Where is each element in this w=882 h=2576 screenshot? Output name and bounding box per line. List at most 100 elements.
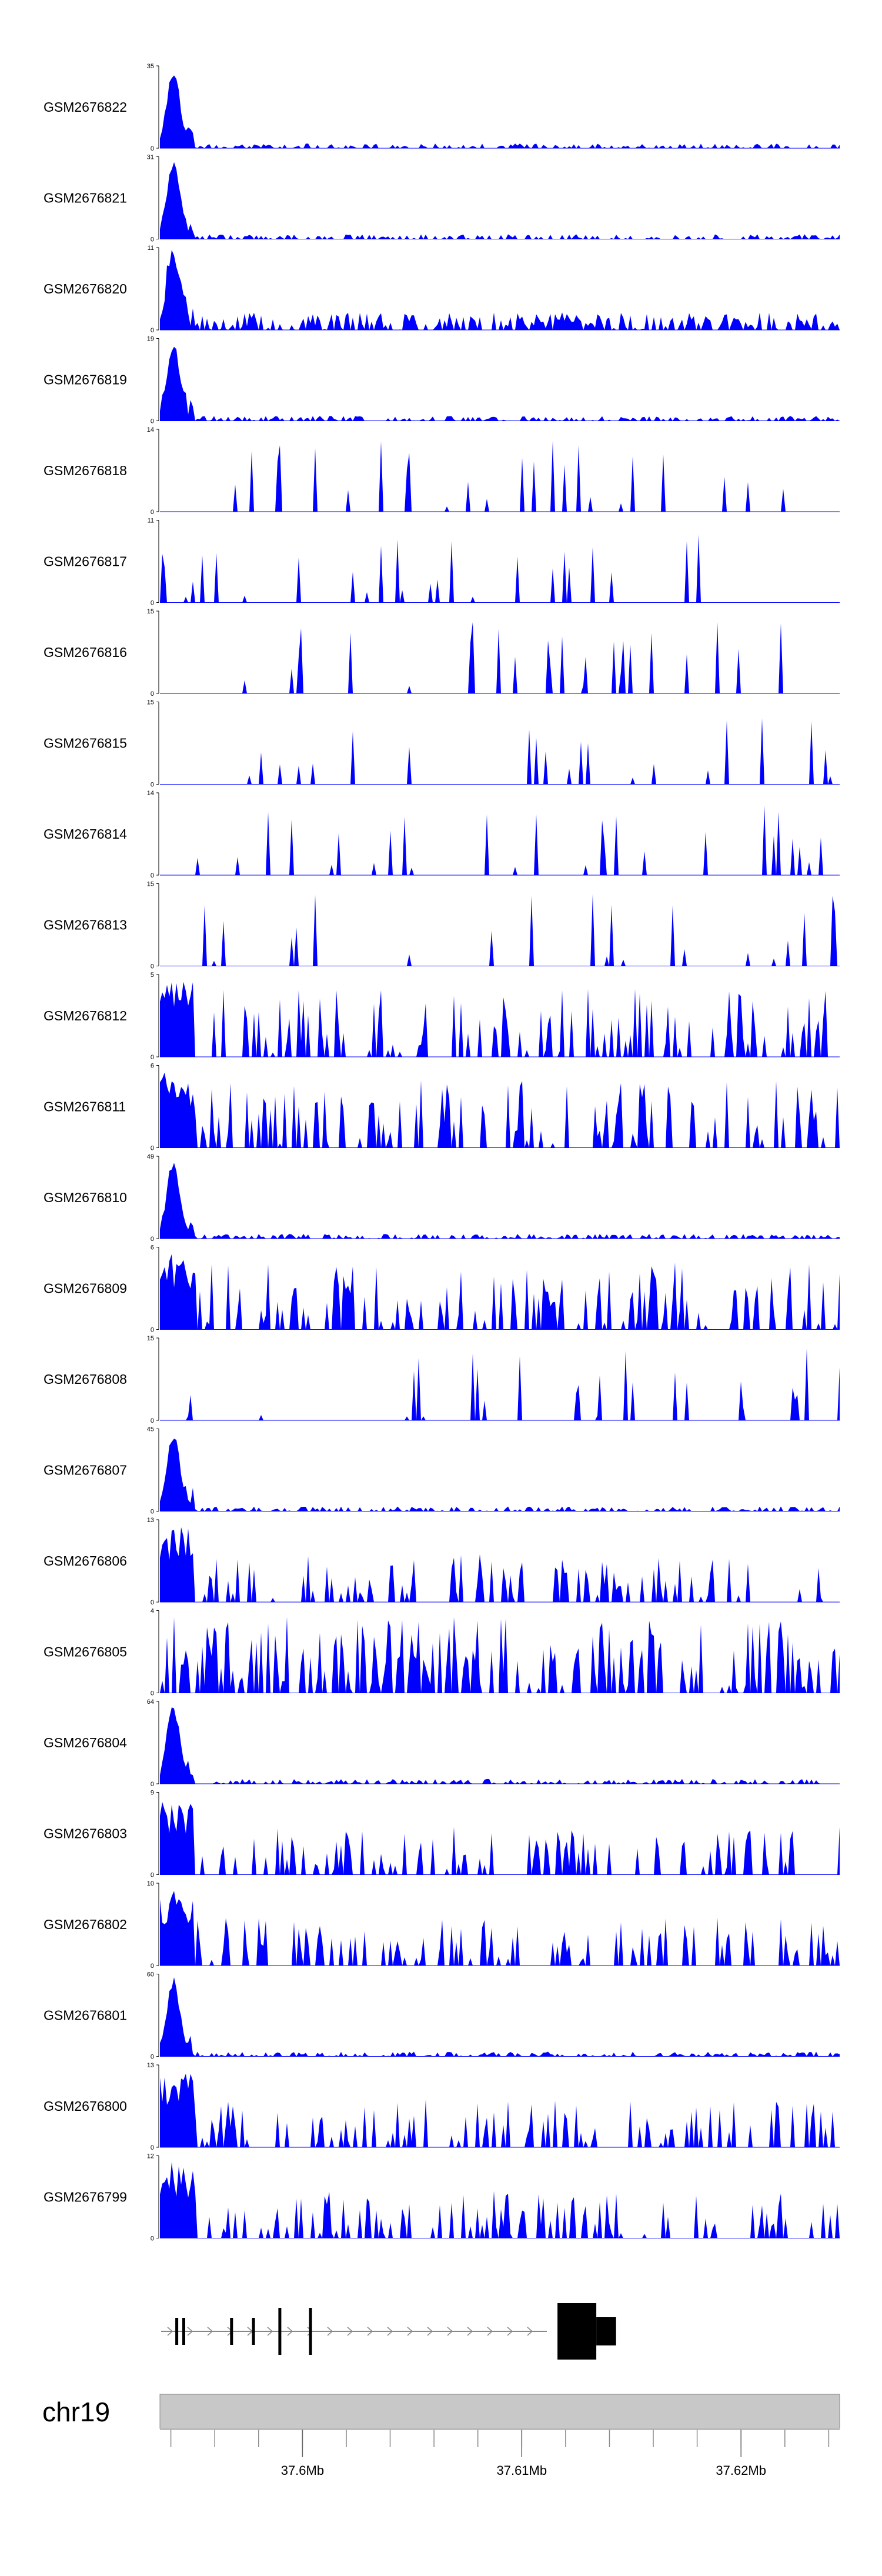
y-max-label: 15 — [147, 881, 154, 888]
strand-chevron — [347, 2327, 353, 2336]
track-GSM2676819: GSM2676819 19 0 — [44, 336, 840, 425]
y-max-label: 60 — [147, 1971, 154, 1978]
strand-chevron — [467, 2327, 473, 2336]
axis-position-label: 37.61Mb — [496, 2463, 547, 2478]
track-label: GSM2676821 — [44, 191, 127, 206]
chromosome-label: chr19 — [42, 2397, 110, 2427]
y-max-label: 15 — [147, 699, 154, 706]
y-max-label: 13 — [147, 2062, 154, 2069]
strand-chevron — [267, 2327, 273, 2336]
y-max-label: 11 — [148, 245, 154, 252]
y-max-label: 6 — [151, 1244, 154, 1252]
y-min-label: 0 — [151, 1872, 154, 1879]
y-min-label: 0 — [151, 145, 154, 152]
strand-chevron — [507, 2327, 513, 2336]
strand-chevron — [447, 2327, 453, 2336]
track-GSM2676817: GSM2676817 11 0 — [44, 518, 840, 607]
track-GSM2676801: GSM2676801 60 0 — [44, 1971, 840, 2061]
track-GSM2676821: GSM2676821 31 0 — [44, 154, 840, 243]
track-label: GSM2676805 — [44, 1644, 127, 1660]
y-min-label: 0 — [151, 1236, 154, 1243]
y-min-label: 0 — [151, 1599, 154, 1606]
y-min-label: 0 — [151, 872, 154, 879]
y-max-label: 31 — [147, 154, 154, 161]
exon-block — [230, 2318, 233, 2345]
track-GSM2676807: GSM2676807 45 0 — [44, 1426, 840, 1516]
y-min-label: 0 — [151, 782, 154, 789]
track-label: GSM2676807 — [44, 1463, 127, 1478]
y-max-label: 64 — [147, 1699, 154, 1706]
y-min-label: 0 — [151, 1054, 154, 1061]
strand-chevron — [327, 2327, 333, 2336]
y-min-label: 0 — [151, 1417, 154, 1424]
track-label: GSM2676810 — [44, 1190, 127, 1205]
coverage-area — [160, 622, 840, 693]
track-GSM2676816: GSM2676816 15 0 — [44, 608, 840, 698]
exon-block — [182, 2318, 185, 2345]
y-max-label: 4 — [151, 1608, 154, 1615]
strand-chevron — [187, 2327, 193, 2336]
y-max-label: 12 — [147, 2153, 154, 2160]
y-max-label: 14 — [147, 790, 154, 797]
chromosome-band — [159, 2394, 840, 2429]
track-label: GSM2676814 — [44, 826, 127, 842]
exon-block — [557, 2303, 597, 2360]
exon-block — [175, 2318, 179, 2345]
y-min-label: 0 — [151, 1690, 154, 1697]
track-label: GSM2676809 — [44, 1281, 127, 1296]
track-label: GSM2676819 — [44, 372, 127, 388]
y-max-label: 10 — [147, 1880, 154, 1887]
track-label: GSM2676812 — [44, 1008, 127, 1023]
track-GSM2676804: GSM2676804 64 0 — [44, 1699, 840, 1788]
track-GSM2676818: GSM2676818 14 0 — [44, 426, 840, 516]
y-max-label: 6 — [151, 1063, 154, 1070]
axis-position-label: 37.6Mb — [281, 2463, 324, 2478]
track-GSM2676813: GSM2676813 15 0 — [44, 881, 840, 970]
y-max-label: 14 — [147, 426, 154, 433]
track-label: GSM2676801 — [44, 2008, 127, 2023]
track-label: GSM2676813 — [44, 917, 127, 933]
track-GSM2676805: GSM2676805 4 0 — [44, 1608, 840, 1697]
y-min-label: 0 — [151, 963, 154, 970]
y-min-label: 0 — [151, 1145, 154, 1152]
track-label: GSM2676800 — [44, 2098, 127, 2114]
track-label: GSM2676817 — [44, 554, 127, 569]
exon-block — [252, 2318, 255, 2345]
strand-chevron — [367, 2327, 373, 2336]
y-min-label: 0 — [151, 2144, 154, 2151]
y-max-label: 13 — [147, 1517, 154, 1524]
strand-chevron — [427, 2327, 433, 2336]
track-GSM2676800: GSM2676800 13 0 — [44, 2062, 840, 2151]
y-min-label: 0 — [151, 2054, 154, 2061]
track-label: GSM2676803 — [44, 1826, 127, 1841]
track-label: GSM2676822 — [44, 99, 127, 115]
track-GSM2676802: GSM2676802 10 0 — [44, 1880, 840, 1970]
y-min-label: 0 — [151, 1781, 154, 1788]
gene-model-track — [161, 2303, 616, 2360]
track-GSM2676806: GSM2676806 13 0 — [44, 1517, 840, 1606]
y-max-label: 11 — [148, 518, 154, 525]
y-min-label: 0 — [151, 600, 154, 607]
track-label: GSM2676818 — [44, 463, 127, 478]
coverage-area — [160, 1072, 840, 1148]
track-label: GSM2676804 — [44, 1735, 127, 1750]
y-max-label: 45 — [147, 1426, 154, 1433]
exon-block — [596, 2317, 616, 2345]
strand-chevron — [527, 2327, 533, 2336]
y-min-label: 0 — [151, 1327, 154, 1334]
track-GSM2676812: GSM2676812 5 0 — [44, 972, 840, 1061]
y-max-label: 19 — [147, 336, 154, 343]
y-min-label: 0 — [151, 236, 154, 243]
y-min-label: 0 — [151, 1509, 154, 1516]
y-min-label: 0 — [151, 509, 154, 516]
strand-chevron — [287, 2327, 293, 2336]
track-label: GSM2676820 — [44, 281, 127, 296]
y-min-label: 0 — [151, 327, 154, 334]
track-label: GSM2676806 — [44, 1553, 127, 1569]
track-label: GSM2676802 — [44, 1917, 127, 1932]
axis-position-label: 37.62Mb — [716, 2463, 766, 2478]
coverage-area — [160, 1254, 840, 1330]
coverage-area — [160, 1617, 840, 1693]
track-GSM2676811: GSM2676811 6 0 — [44, 1063, 840, 1152]
